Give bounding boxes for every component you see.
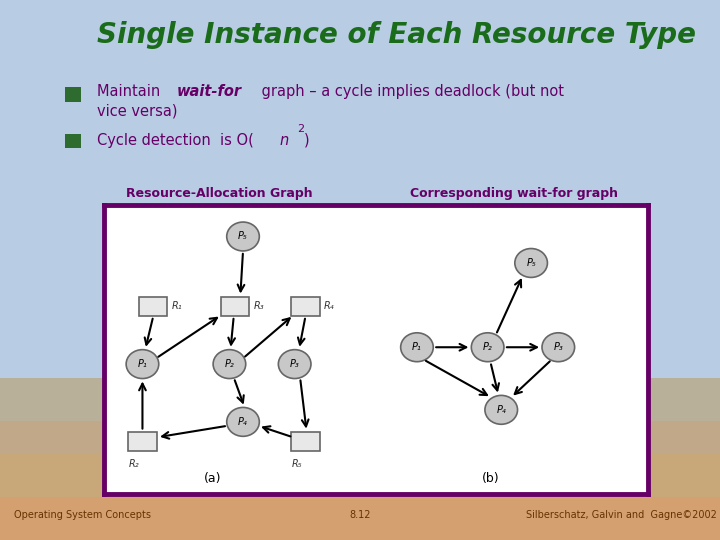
Text: (a): (a) (204, 472, 222, 485)
Bar (139, 296, 168, 316)
Circle shape (227, 407, 259, 436)
Text: P₄: P₄ (238, 417, 248, 427)
Text: ): ) (304, 133, 310, 148)
Circle shape (227, 222, 259, 251)
Text: Cycle detection  is O(: Cycle detection is O( (97, 133, 254, 148)
Text: 2: 2 (297, 124, 304, 133)
Text: Corresponding wait-for graph: Corresponding wait-for graph (410, 186, 618, 200)
Text: (b): (b) (482, 472, 499, 485)
Circle shape (126, 350, 158, 379)
Text: wait-for: wait-for (176, 84, 241, 99)
Circle shape (400, 333, 433, 362)
Bar (0, 454, 720, 497)
Text: P₁: P₁ (412, 342, 422, 352)
Circle shape (485, 395, 518, 424)
Bar (221, 296, 249, 316)
Text: P₂: P₂ (225, 359, 234, 369)
Bar (65, 87, 81, 102)
Text: R₅: R₅ (292, 460, 302, 469)
Circle shape (542, 333, 575, 362)
Text: Resource-Allocation Graph: Resource-Allocation Graph (126, 186, 312, 200)
Text: P₂: P₂ (483, 342, 492, 352)
Text: vice versa): vice versa) (97, 104, 178, 119)
Text: Maintain: Maintain (97, 84, 165, 99)
Text: P₃: P₃ (289, 359, 300, 369)
Circle shape (472, 333, 504, 362)
Text: Silberschatz, Galvin and  Gagne©2002: Silberschatz, Galvin and Gagne©2002 (526, 510, 716, 520)
Text: R₄: R₄ (324, 301, 335, 312)
Text: R₂: R₂ (128, 460, 139, 469)
Text: P₅: P₅ (526, 258, 536, 268)
Text: Operating System Concepts: Operating System Concepts (14, 510, 151, 520)
Text: P₁: P₁ (138, 359, 148, 369)
Bar (0, 421, 720, 454)
Circle shape (279, 350, 311, 379)
Circle shape (213, 350, 246, 379)
Bar (292, 296, 320, 316)
Text: graph – a cycle implies deadlock (but not: graph – a cycle implies deadlock (but no… (257, 84, 564, 99)
Circle shape (515, 248, 547, 278)
Text: P₅: P₅ (238, 232, 248, 241)
Bar (0, 378, 720, 421)
Bar (0, 497, 720, 540)
Text: Single Instance of Each Resource Type: Single Instance of Each Resource Type (97, 21, 696, 49)
Text: R₁: R₁ (172, 301, 182, 312)
Bar (0, 0, 720, 378)
Bar (292, 431, 320, 451)
Text: n: n (279, 133, 289, 148)
Bar (65, 134, 81, 148)
Text: P₃: P₃ (554, 342, 563, 352)
Text: P₄: P₄ (496, 405, 506, 415)
Bar (128, 431, 156, 451)
Text: 8.12: 8.12 (349, 510, 371, 520)
Text: R₃: R₃ (253, 301, 264, 312)
